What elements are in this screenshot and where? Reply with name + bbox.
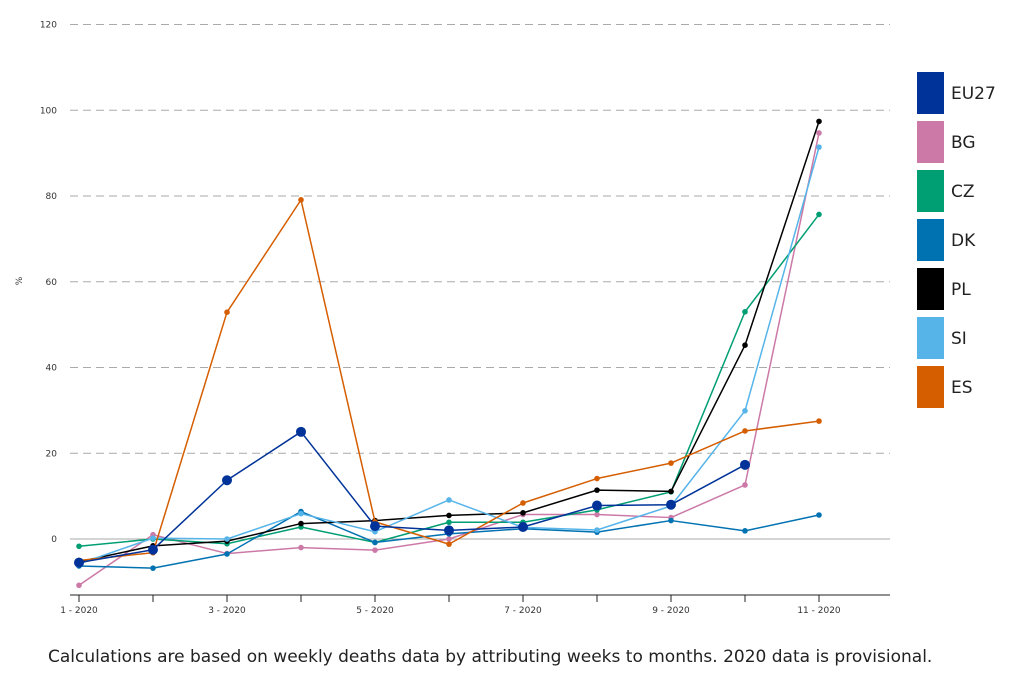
data-point-bg[interactable]: [594, 511, 600, 518]
data-point-pl[interactable]: [446, 512, 452, 519]
data-point-pl[interactable]: [594, 487, 600, 493]
data-point-eu27[interactable]: [370, 521, 380, 532]
data-point-es[interactable]: [594, 475, 600, 482]
data-point-si[interactable]: [816, 144, 822, 150]
y-tick-label: 120: [40, 21, 57, 31]
data-point-es[interactable]: [668, 460, 674, 466]
legend-label: EU27: [951, 84, 996, 104]
data-point-pl[interactable]: [816, 118, 822, 125]
data-point-pl[interactable]: [668, 488, 674, 495]
data-point-es[interactable]: [816, 418, 822, 424]
y-tick-label: 60: [46, 278, 58, 288]
data-point-si[interactable]: [224, 536, 230, 542]
data-point-eu27[interactable]: [592, 500, 602, 511]
data-point-eu27[interactable]: [444, 525, 454, 536]
legend-label: SI: [951, 329, 967, 349]
legend-swatch: [917, 170, 944, 212]
x-tick-label: 9 - 2020: [652, 606, 690, 616]
data-point-cz[interactable]: [742, 308, 748, 315]
data-point-cz[interactable]: [816, 211, 822, 218]
axes: 1 - 2020 3 - 2020 5 - 2020 7 - 2020 9 - 2020…: [60, 594, 890, 616]
legend-swatch: [917, 121, 944, 163]
data-point-si[interactable]: [594, 527, 600, 533]
series-eu27: [74, 426, 750, 568]
y-tick-label: 0: [51, 535, 57, 545]
data-point-eu27[interactable]: [740, 459, 750, 470]
legend-item-dk[interactable]: DK: [917, 219, 976, 261]
legend-swatch: [917, 366, 944, 408]
y-tick-label: 100: [40, 106, 57, 116]
data-point-si[interactable]: [742, 408, 748, 414]
x-tick-label: 5 - 2020: [356, 606, 394, 616]
data-point-bg[interactable]: [816, 130, 822, 136]
legend-item-eu27[interactable]: EU27: [917, 72, 996, 114]
y-tick-label: 40: [46, 364, 58, 374]
legend-swatch: [917, 72, 944, 114]
data-point-bg[interactable]: [446, 536, 452, 542]
data-point-eu27[interactable]: [518, 521, 528, 532]
y-tick-label: 80: [46, 192, 58, 202]
series-si: [76, 144, 822, 567]
legend-item-cz[interactable]: CZ: [917, 170, 975, 212]
series-line-es: [78, 199, 820, 562]
series-es: [76, 197, 822, 564]
line-chart: 0 20 40 60 80 100 120% 1 - 2020 3 - 2020 5 - 202…: [15, 21, 996, 617]
legend-label: ES: [951, 378, 973, 398]
legend-label: DK: [951, 231, 976, 251]
gridlines: 0 20 40 60 80 100 120%: [15, 21, 890, 545]
data-point-si[interactable]: [446, 497, 452, 503]
legend-swatch: [917, 268, 944, 310]
data-point-eu27[interactable]: [666, 499, 676, 510]
footnote: Calculations are based on weekly deaths …: [48, 647, 933, 667]
data-point-bg[interactable]: [298, 544, 304, 551]
y-axis-label: %: [15, 276, 25, 285]
legend-swatch: [917, 317, 944, 359]
data-point-es[interactable]: [520, 500, 526, 506]
data-point-es[interactable]: [446, 541, 452, 547]
legend-item-pl[interactable]: PL: [917, 268, 971, 310]
legend-item-bg[interactable]: BG: [917, 121, 976, 163]
data-point-eu27[interactable]: [296, 426, 306, 437]
legend-label: PL: [951, 280, 971, 300]
data-point-dk[interactable]: [668, 517, 674, 524]
data-point-es[interactable]: [298, 197, 304, 203]
data-point-dk[interactable]: [372, 539, 378, 546]
data-point-bg[interactable]: [742, 482, 748, 488]
data-point-eu27[interactable]: [222, 475, 232, 486]
data-point-cz[interactable]: [446, 519, 452, 526]
y-tick-label: 20: [46, 449, 58, 459]
data-point-si[interactable]: [298, 510, 304, 517]
series-line-cz: [78, 213, 820, 548]
data-point-es[interactable]: [224, 309, 230, 315]
legend-label: BG: [951, 133, 976, 153]
data-point-pl[interactable]: [742, 342, 748, 349]
data-point-dk[interactable]: [816, 512, 822, 518]
legend-item-si[interactable]: SI: [917, 317, 967, 359]
legend-swatch: [917, 219, 944, 261]
x-tick-label: 1 - 2020: [60, 606, 98, 616]
data-point-cz[interactable]: [76, 543, 82, 550]
series-line-pl: [78, 121, 820, 563]
legend-label: CZ: [951, 182, 975, 202]
x-tick-label: 7 - 2020: [504, 606, 542, 616]
data-point-dk[interactable]: [224, 551, 230, 557]
x-tick-label: 11 - 2020: [797, 606, 841, 616]
series-group: [74, 118, 822, 589]
data-point-es[interactable]: [742, 428, 748, 434]
data-point-dk[interactable]: [742, 528, 748, 534]
x-tick-label: 3 - 2020: [208, 606, 246, 616]
series-bg: [76, 130, 822, 589]
series-line-eu27: [78, 431, 746, 564]
data-point-dk[interactable]: [150, 565, 156, 571]
legend: EU27 BG CZ DK PL SI ES: [917, 72, 996, 408]
data-point-eu27[interactable]: [74, 557, 84, 568]
data-point-bg[interactable]: [372, 547, 378, 553]
legend-item-es[interactable]: ES: [917, 366, 973, 408]
data-point-pl[interactable]: [520, 510, 526, 516]
data-point-si[interactable]: [150, 535, 156, 541]
data-point-pl[interactable]: [298, 520, 304, 527]
data-point-bg[interactable]: [76, 582, 82, 589]
data-point-eu27[interactable]: [148, 544, 158, 555]
